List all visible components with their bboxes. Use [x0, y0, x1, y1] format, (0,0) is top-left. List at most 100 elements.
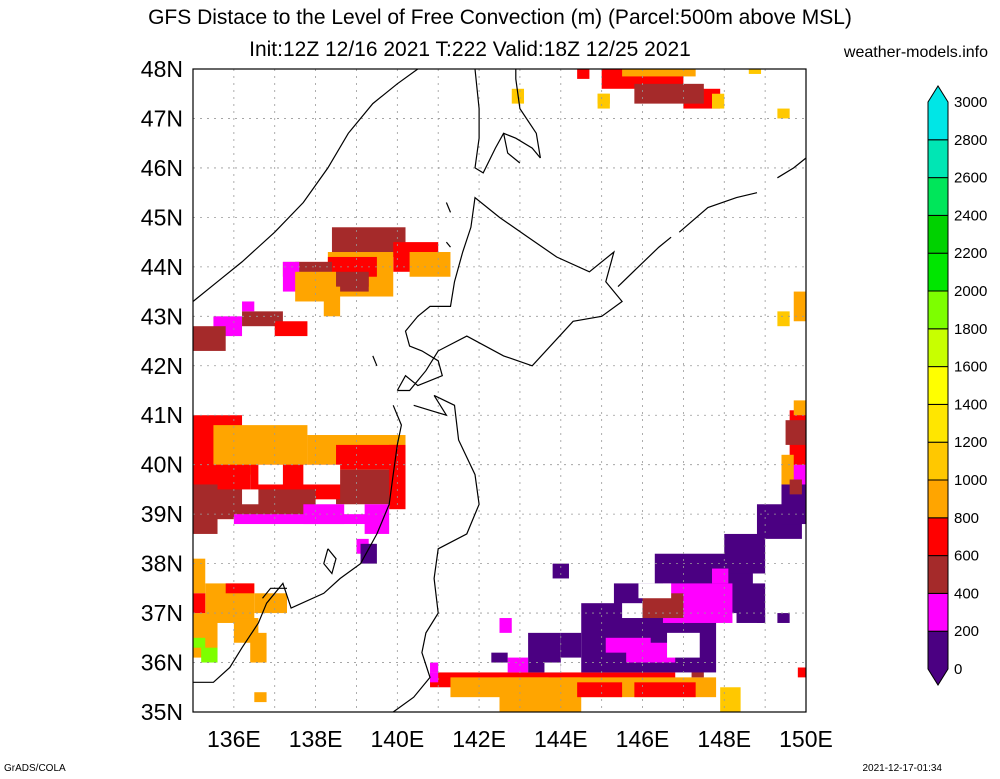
lfc-cell-brown [634, 83, 704, 104]
map-frame [192, 68, 807, 713]
axis-labels: 35N 36N 37N 38N 39N 40N 41N 42N 43N 44N 45N 46N 47N 4… [141, 56, 833, 752]
colorbar-segment [927, 214, 949, 254]
colorbar: 0 200 400 600 800 1000 1200 1400 1600 1800 2000 220… [927, 85, 987, 686]
noto-west [262, 587, 287, 599]
footer-software-label: GrADS/COLA [4, 763, 66, 774]
lfc-cell-magenta [499, 618, 512, 633]
lfc-cell-red [201, 430, 222, 436]
colorbar-tick-label: 1000 [954, 472, 987, 489]
lfc-cell-orange [793, 400, 806, 416]
colorbar-segment [927, 630, 949, 686]
lfc-cell-magenta [430, 662, 439, 673]
colorbar-tick-label: 2800 [954, 132, 987, 149]
lfc-cell-gold [597, 93, 610, 109]
lfc-cell-purple [360, 543, 377, 564]
colorbar-tick-label: 2000 [954, 283, 987, 300]
lon-tick-label: 138E [289, 726, 343, 752]
lfc-cell-red [274, 321, 308, 337]
lfc-cell-gold [777, 108, 790, 119]
colorbar-segment [927, 517, 949, 557]
teuri [445, 241, 451, 248]
colorbar-tick-label: 800 [954, 510, 979, 527]
colorbar-segment [927, 555, 949, 594]
lon-tick-label: 146E [616, 726, 670, 752]
lfc-cell-purple [724, 533, 766, 574]
colorbar-tick-label: 1800 [954, 321, 987, 338]
sakhalin-east [515, 69, 541, 159]
lat-tick-label: 47N [141, 105, 183, 131]
colorbar-segment [927, 252, 949, 292]
lfc-cell-brown [336, 271, 369, 292]
lfc-cell-magenta [507, 657, 529, 673]
lon-tick-label: 150E [779, 726, 833, 752]
asia-coast [192, 68, 419, 302]
lfc-cell-orange [409, 252, 451, 277]
lat-tick-label: 41N [141, 402, 183, 428]
footer-timestamp: 2021-12-17-01:34 [862, 763, 942, 774]
colorbar-segment [927, 479, 949, 519]
lfc-fill-layer [193, 69, 806, 712]
lfc-cell-lime [193, 637, 206, 648]
lfc-cell-brown [193, 326, 226, 351]
rishiri [445, 202, 452, 213]
lat-tick-label: 35N [141, 699, 183, 725]
colorbar-tick-label: 1200 [954, 434, 987, 451]
colorbar-segment [927, 592, 949, 632]
urup [777, 157, 807, 179]
lfc-cell-brown [789, 479, 802, 495]
colorbar-segment [927, 403, 949, 443]
lfc-cell-brown [331, 227, 406, 257]
lfc-cell-red [225, 583, 255, 594]
chart-subtitle: Init:12Z 12/16 2021 T:222 Valid:18Z 12/2… [249, 38, 691, 61]
lfc-cell-orange [254, 593, 287, 614]
lfc-cell-orange [781, 454, 794, 485]
lat-tick-label: 38N [141, 551, 183, 577]
lfc-cell-gold [748, 69, 762, 74]
sakhalin-west [474, 68, 480, 168]
colorbar-segment [927, 328, 949, 368]
lon-tick-label: 148E [697, 726, 751, 752]
lat-tick-label: 48N [141, 56, 183, 82]
okushiri [372, 355, 378, 367]
lfc-cell-red [336, 444, 398, 470]
colorbar-tick-label: 2600 [954, 170, 987, 187]
field-gap [242, 489, 259, 505]
mutsu [413, 395, 448, 417]
colorbar-segment [927, 177, 949, 216]
lfc-cell-gold [777, 311, 790, 327]
lat-tick-label: 45N [141, 204, 183, 230]
chart-title: GFS Distace to the Level of Free Convect… [148, 6, 852, 29]
lfc-cell-red [797, 667, 806, 678]
lfc-cell-purple [777, 613, 790, 623]
lfc-cell-red [577, 69, 590, 79]
lat-tick-label: 37N [141, 600, 183, 626]
lat-tick-label: 44N [141, 254, 183, 280]
colorbar-tick-label: 600 [954, 548, 979, 565]
lfc-cell-red [389, 444, 406, 510]
colorbar-segment [927, 441, 949, 481]
lon-tick-label: 142E [452, 726, 506, 752]
lfc-cell-magenta [430, 672, 439, 683]
field-gap [638, 583, 672, 599]
sado [323, 548, 337, 575]
lfc-cell-brown [209, 489, 316, 520]
colorbar-segment [927, 139, 949, 179]
colorbar-segment [927, 85, 949, 141]
lat-tick-label: 43N [141, 303, 183, 329]
colorbar-segment [927, 366, 949, 405]
lfc-cell-magenta [303, 504, 345, 525]
lfc-cell-orange [622, 69, 696, 77]
aniva-bay [503, 133, 521, 164]
colorbar-tick-label: 1600 [954, 359, 987, 376]
lon-tick-label: 136E [207, 726, 261, 752]
lon-tick-label: 144E [534, 726, 588, 752]
field-gap [303, 464, 341, 485]
lon-tick-label: 140E [370, 726, 424, 752]
honshu-west [193, 405, 403, 683]
colorbar-tick-label: 2200 [954, 245, 987, 262]
lfc-cell-brown [193, 484, 218, 534]
lat-tick-label: 46N [141, 155, 183, 181]
lfc-cell-purple [552, 563, 569, 579]
hokkaido [396, 196, 623, 392]
